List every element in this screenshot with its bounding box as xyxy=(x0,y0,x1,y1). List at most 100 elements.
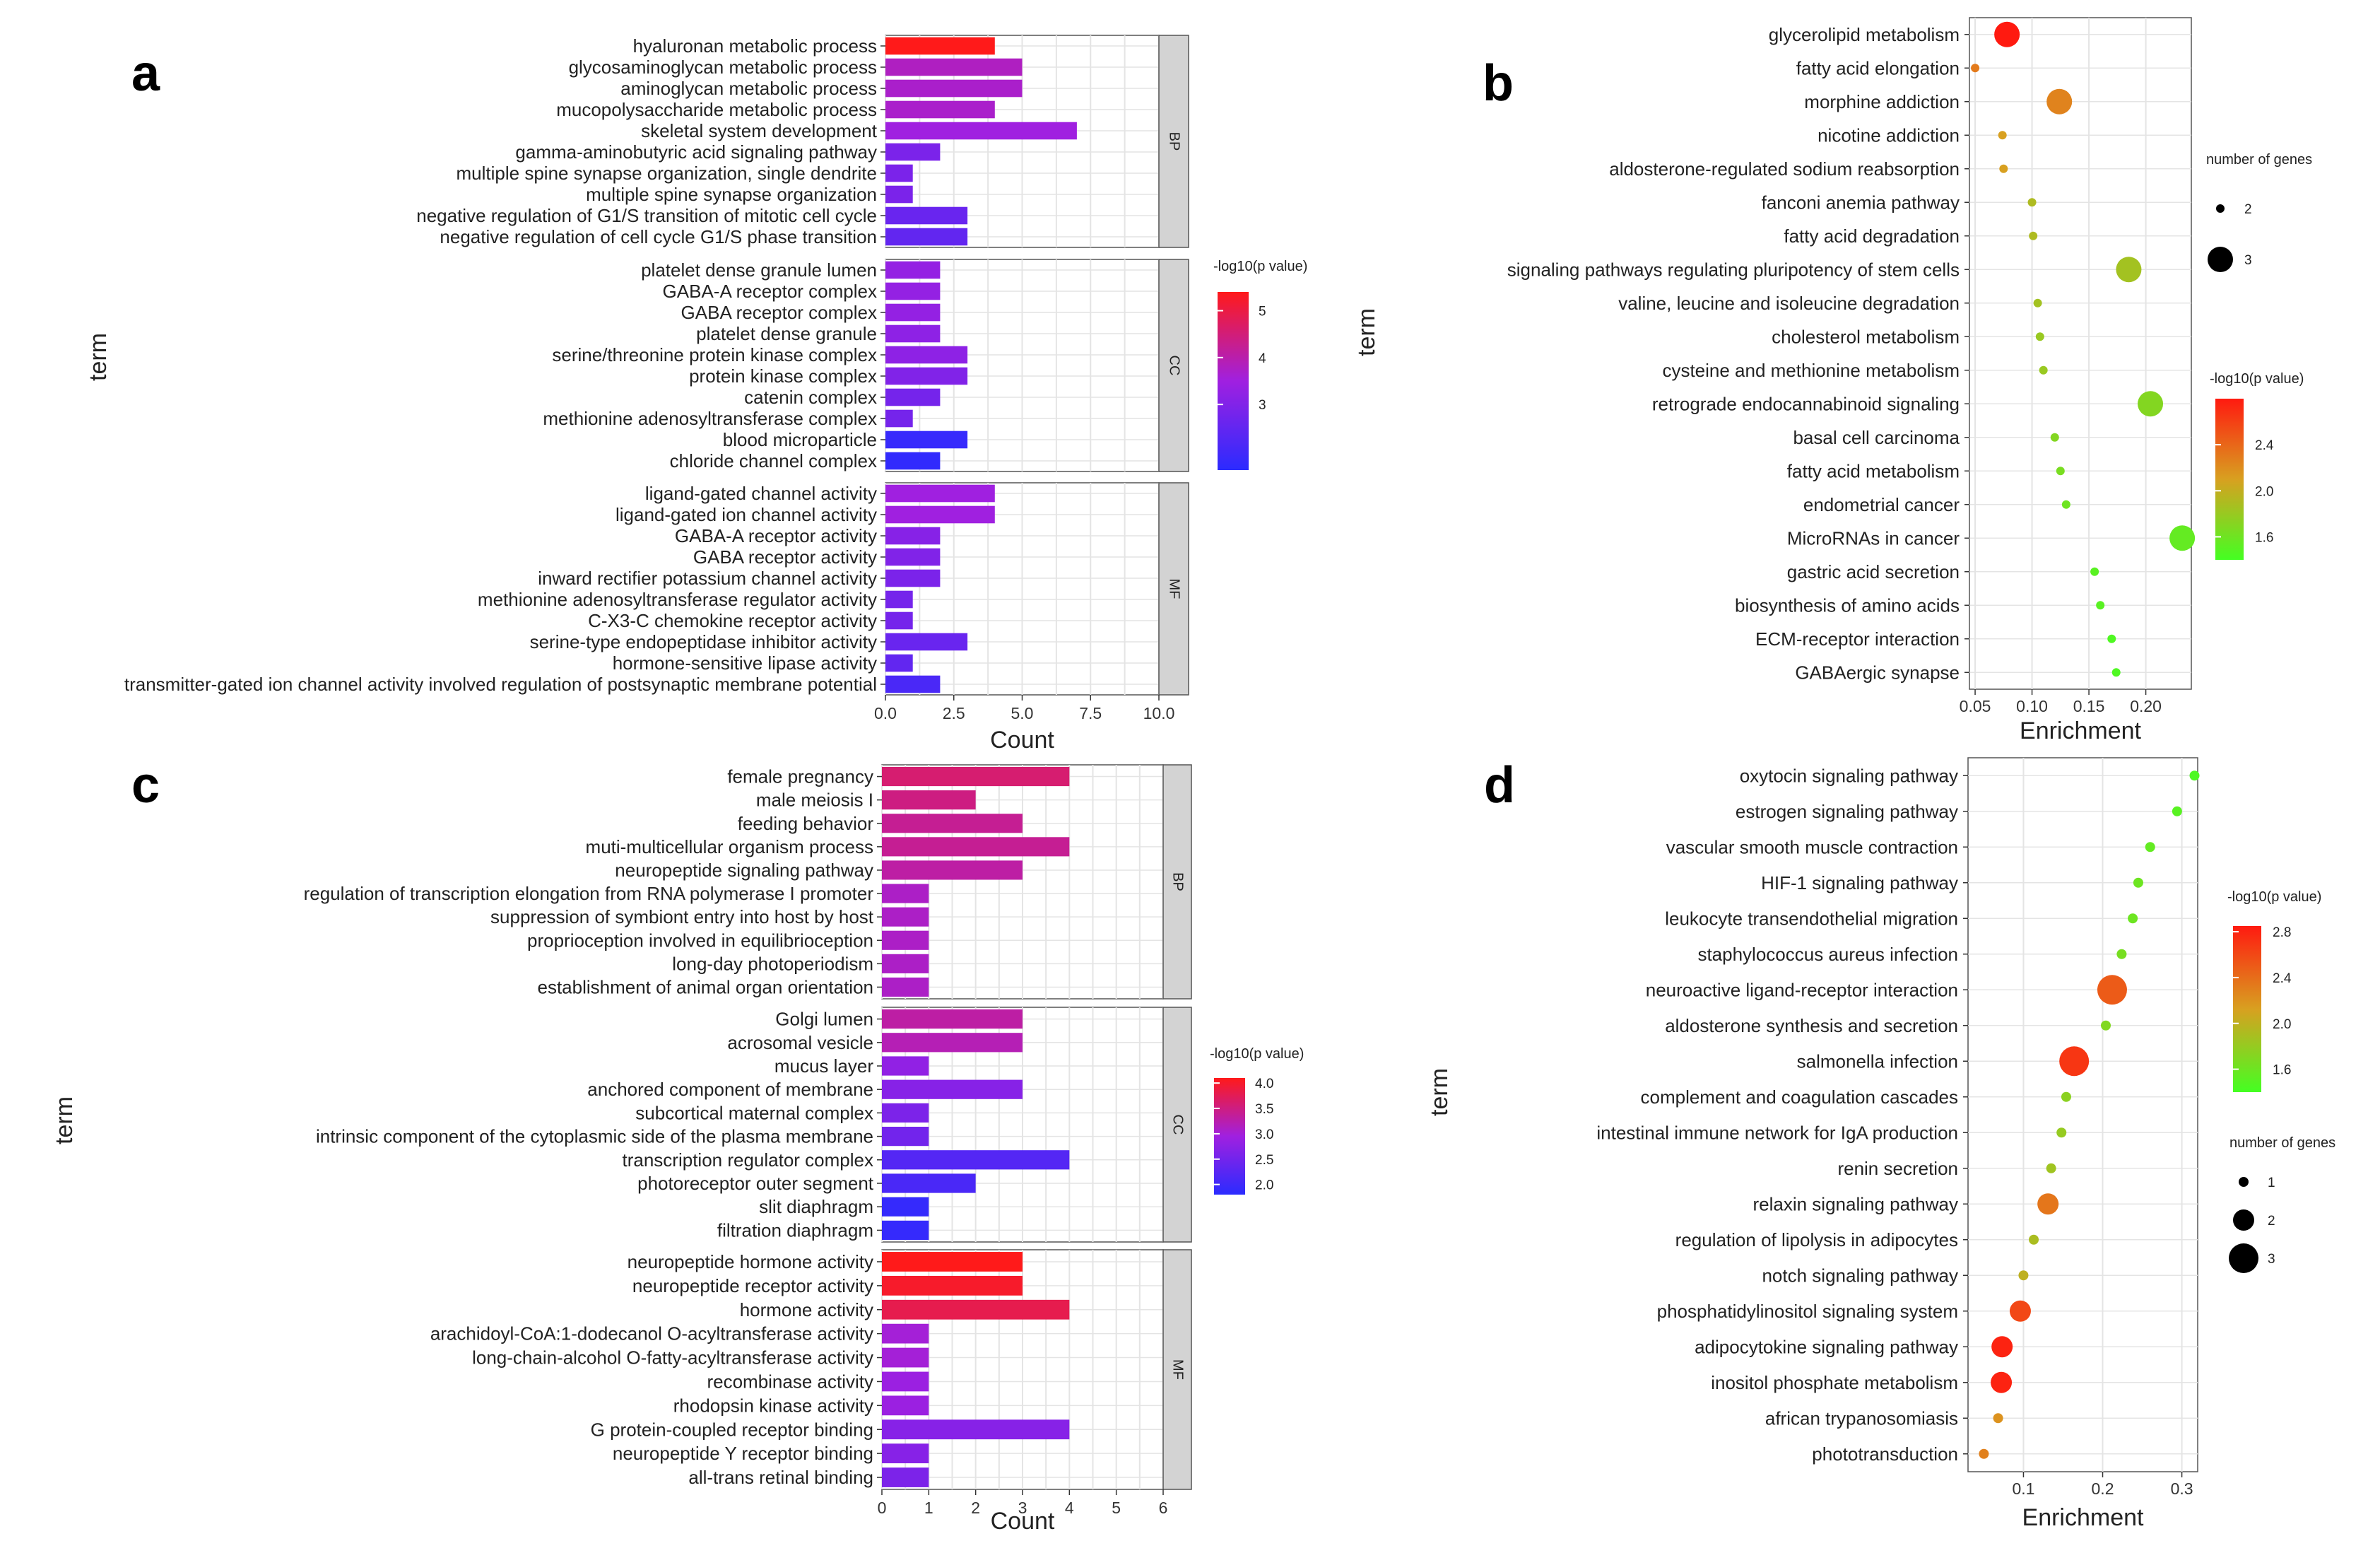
term-label: neuropeptide receptor activity xyxy=(632,1275,873,1296)
x-tick-label: 7.5 xyxy=(1079,704,1102,722)
dot xyxy=(2090,567,2099,576)
legend-tick-label: 1.6 xyxy=(2255,530,2273,545)
size-legend-title: number of genes xyxy=(2206,152,2312,168)
dot xyxy=(2056,467,2065,476)
term-label: estrogen signaling pathway xyxy=(1736,801,1958,822)
x-axis-title: Count xyxy=(991,1508,1055,1535)
bar xyxy=(885,143,941,161)
x-tick-label: 4 xyxy=(1065,1499,1074,1517)
color-legend-title: -log10(p value) xyxy=(2227,889,2321,905)
dot xyxy=(2133,877,2143,888)
bar xyxy=(885,206,968,225)
panel-d: d oxytocin signaling pathway estrogen sign… xyxy=(1426,757,2335,1531)
term-label: skeletal system development xyxy=(641,120,878,141)
x-tick-label: 5.0 xyxy=(1011,704,1034,722)
term-label: ligand-gated channel activity xyxy=(645,483,877,504)
facet-strip xyxy=(1158,35,1189,248)
term-label: cholesterol metabolism xyxy=(1772,326,1960,347)
legend-tick-label: 2.0 xyxy=(1255,1178,1273,1193)
term-label: male meiosis I xyxy=(756,790,873,811)
bar xyxy=(882,837,1070,857)
x-tick-label: 3 xyxy=(1018,1499,1027,1517)
facet-strip xyxy=(1162,1249,1192,1490)
legend-tick-label: 1.6 xyxy=(2273,1063,2291,1078)
bar xyxy=(885,37,995,55)
dot xyxy=(2097,975,2127,1005)
bar xyxy=(885,122,1077,140)
panel-c: c BP female pregnancy male meiosis Ifeeding… xyxy=(51,757,1304,1535)
term-label: leukocyte transendothelial migration xyxy=(1665,908,1958,929)
bar xyxy=(882,1467,929,1487)
term-label: suppression of symbiont entry into host … xyxy=(490,906,874,927)
term-label: ligand-gated ion channel activity xyxy=(615,504,877,525)
bar xyxy=(882,1103,929,1123)
y-axis-title: term xyxy=(51,1096,78,1144)
legend-colorbar xyxy=(2233,926,2261,1092)
term-label: catenin complex xyxy=(744,387,877,408)
term-label: platelet dense granule xyxy=(696,323,877,344)
term-label: intrinsic component of the cytoplasmic s… xyxy=(316,1126,873,1147)
bar xyxy=(882,1371,929,1392)
x-axis-title: Count xyxy=(990,727,1054,754)
facet-strip xyxy=(1158,259,1189,472)
dot xyxy=(1994,21,2020,47)
dot xyxy=(2101,1020,2111,1031)
bar xyxy=(885,452,941,470)
dot xyxy=(2128,913,2138,924)
term-label: rhodopsin kinase activity xyxy=(673,1395,873,1416)
dot xyxy=(2037,1193,2059,1215)
dot xyxy=(2107,634,2116,643)
dot xyxy=(2061,1091,2071,1102)
legend-tick-label: 2.4 xyxy=(2273,971,2292,986)
bar xyxy=(885,569,941,587)
bar xyxy=(885,79,1023,98)
term-label: acrosomal vesicle xyxy=(727,1032,873,1053)
term-label: cysteine and methionine metabolism xyxy=(1662,360,1960,381)
bar xyxy=(885,261,941,279)
term-label: photoreceptor outer segment xyxy=(637,1173,874,1194)
term-label: renin secretion xyxy=(1837,1158,1958,1179)
term-label: ECM-receptor interaction xyxy=(1755,628,1960,650)
term-label: serine/threonine protein kinase complex xyxy=(552,344,877,365)
x-tick-label: 2 xyxy=(971,1499,980,1517)
dot xyxy=(1971,64,1980,73)
dot xyxy=(2009,1300,2031,1322)
term-label: gastric acid secretion xyxy=(1787,561,1960,582)
term-label: adipocytokine signaling pathway xyxy=(1695,1336,1958,1357)
dot xyxy=(2039,365,2048,375)
bar xyxy=(885,58,1023,76)
size-legend-label: 3 xyxy=(2244,253,2252,268)
legend-colorbar xyxy=(1214,1078,1245,1195)
term-label: fatty acid elongation xyxy=(1796,57,1960,78)
term-label: inward rectifier potassium channel activ… xyxy=(538,568,877,589)
bar xyxy=(885,430,968,449)
dot xyxy=(2035,332,2044,341)
term-label: GABA receptor complex xyxy=(681,302,877,323)
dot xyxy=(2061,500,2070,509)
x-tick-label: 0.10 xyxy=(2016,697,2048,715)
bar xyxy=(882,766,1070,787)
term-label: regulation of lipolysis in adipocytes xyxy=(1675,1229,1958,1250)
term-label: transcription regulator complex xyxy=(623,1149,874,1171)
facet-strip-label: MF xyxy=(1167,579,1182,599)
facet-strip-label: CC xyxy=(1167,356,1182,376)
dot xyxy=(2050,433,2059,442)
term-label: subcortical maternal complex xyxy=(635,1102,873,1123)
dot xyxy=(2111,668,2121,677)
facet-strip xyxy=(1162,764,1192,1000)
term-label: staphylococcus aureus infection xyxy=(1697,944,1958,965)
dot xyxy=(2172,806,2182,816)
term-label: salmonella infection xyxy=(1797,1050,1958,1072)
bar xyxy=(885,484,995,503)
x-tick-label: 0.3 xyxy=(2171,1479,2193,1498)
bar xyxy=(882,1056,929,1076)
term-label: female pregnancy xyxy=(727,766,873,787)
term-label: methionine adenosyltransferase complex xyxy=(543,408,877,429)
term-label: vascular smooth muscle contraction xyxy=(1666,836,1958,857)
term-label: gamma-aminobutyric acid signaling pathwa… xyxy=(515,141,877,163)
x-tick-label: 5 xyxy=(1112,1499,1121,1517)
bar xyxy=(882,1275,1023,1296)
bar xyxy=(885,228,968,246)
dot xyxy=(1991,1371,2013,1393)
bar xyxy=(882,1150,1070,1170)
